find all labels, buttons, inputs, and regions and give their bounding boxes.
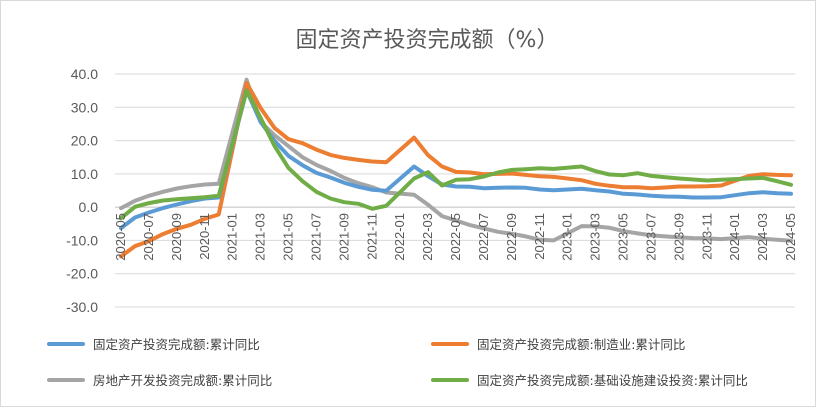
x-tick-label: 2023-01 <box>560 213 575 261</box>
y-tick-label: 0.0 <box>79 199 99 215</box>
x-tick-label: 2021-09 <box>336 213 351 261</box>
x-tick-label: 2022-09 <box>504 213 519 261</box>
x-tick-label: 2023-05 <box>616 213 631 261</box>
x-tick-label: 2020-05 <box>113 213 128 261</box>
x-tick-label: 2020-07 <box>141 213 156 261</box>
y-axis-ticks: 40.0 30.0 20.0 10.0 0.0 -10.0 -20.0 -30.0 <box>66 66 98 315</box>
y-tick-label: 40.0 <box>71 66 98 82</box>
chart-title: 固定资产投资完成额（%） <box>296 28 559 53</box>
legend-label: 固定资产投资完成额:制造业:累计同比 <box>477 337 685 352</box>
x-tick-label: 2022-05 <box>448 213 463 261</box>
series-line-4 <box>119 88 793 221</box>
x-tick-label: 2022-11 <box>532 213 547 260</box>
series-line-2 <box>119 81 793 259</box>
y-tick-label: 30.0 <box>71 99 98 115</box>
x-tick-label: 2024-01 <box>727 213 742 261</box>
y-tick-label: 20.0 <box>71 133 98 149</box>
x-tick-label: 2022-03 <box>420 213 435 261</box>
x-tick-label: 2021-01 <box>225 213 240 261</box>
x-tick-label: 2020-11 <box>197 213 212 260</box>
legend-label: 固定资产投资完成额:累计同比 <box>93 337 260 352</box>
x-tick-label: 2022-07 <box>476 213 491 261</box>
legend-label: 固定资产投资完成额:基础设施建设投资:累计同比 <box>477 373 748 388</box>
y-tick-label: 10.0 <box>71 166 98 182</box>
legend-label: 房地产开发投资完成额:累计同比 <box>93 373 272 388</box>
series-lines <box>119 77 793 259</box>
y-tick-label: -30.0 <box>66 299 98 315</box>
y-tick-label: -20.0 <box>66 266 98 282</box>
x-tick-label: 2020-09 <box>169 213 184 261</box>
x-tick-label: 2021-03 <box>253 213 268 261</box>
x-tick-label: 2024-03 <box>755 213 770 261</box>
x-tick-label: 2022-01 <box>392 213 407 261</box>
legend: 固定资产投资完成额:累计同比 固定资产投资完成额:制造业:累计同比房地产开发投资完… <box>47 337 748 388</box>
x-tick-label: 2021-05 <box>281 213 296 261</box>
x-tick-label: 2024-05 <box>783 213 798 261</box>
x-tick-label: 2023-09 <box>671 213 686 261</box>
x-tick-label: 2021-11 <box>364 213 379 260</box>
x-axis-ticks: 2020-05 2020-07 2020-09 2020-11 2021-01 2021-… <box>113 213 798 261</box>
x-tick-label: 2023-07 <box>643 213 658 261</box>
x-tick-label: 2023-03 <box>588 213 603 261</box>
x-tick-label: 2021-07 <box>308 213 323 261</box>
series-line-3 <box>119 77 793 243</box>
x-tick-label: 2023-11 <box>699 213 714 260</box>
grid <box>115 73 795 308</box>
y-tick-label: -10.0 <box>66 232 98 248</box>
